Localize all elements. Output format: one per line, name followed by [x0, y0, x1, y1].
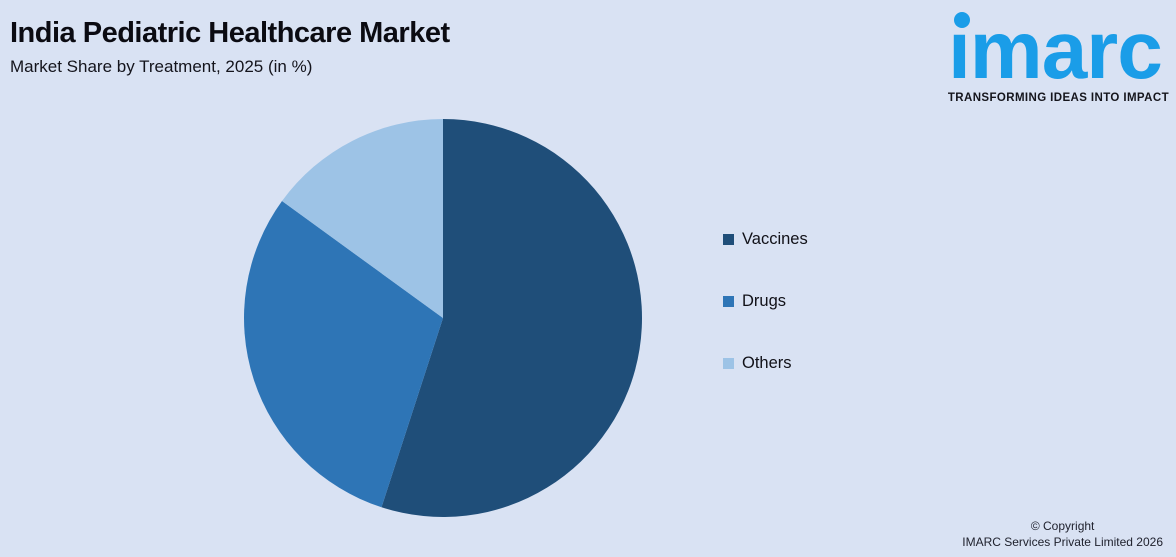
page-title: India Pediatric Healthcare Market — [10, 17, 450, 49]
page-subtitle: Market Share by Treatment, 2025 (in %) — [10, 57, 313, 76]
legend-swatch-vaccines — [723, 233, 734, 245]
copyright-line1: © Copyright — [1030, 519, 1095, 533]
pie-slice-drugs — [244, 201, 443, 508]
logo-brand-text: ımarc — [948, 5, 1163, 96]
pie-chart — [243, 118, 643, 518]
copyright-line2: IMARC Services Private Limited 2026 — [962, 535, 1163, 549]
legend-item-others: Others — [723, 353, 808, 373]
pie-chart-svg — [244, 119, 643, 517]
legend-label: Others — [742, 354, 792, 372]
chart-header: India Pediatric Healthcare Market Market… — [10, 16, 450, 77]
legend-label: Drugs — [742, 292, 787, 310]
legend-swatch-drugs — [723, 295, 734, 307]
legend-swatch-others — [723, 357, 734, 369]
logo-i-dot-icon — [954, 12, 970, 28]
imarc-logo: ımarc TRANSFORMING IDEAS INTO IMPACT — [926, 0, 1176, 110]
logo-tagline: TRANSFORMING IDEAS INTO IMPACT — [947, 92, 1169, 104]
legend-label: Vaccines — [742, 230, 808, 248]
legend-item-vaccines: Vaccines — [723, 229, 808, 249]
legend-item-drugs: Drugs — [723, 291, 808, 311]
pie-slice-vaccines — [381, 119, 643, 517]
pie-slice-others — [282, 119, 443, 318]
chart-legend: Vaccines Drugs Others — [723, 229, 808, 373]
copyright-notice: © Copyright IMARC Services Private Limit… — [962, 518, 1163, 550]
